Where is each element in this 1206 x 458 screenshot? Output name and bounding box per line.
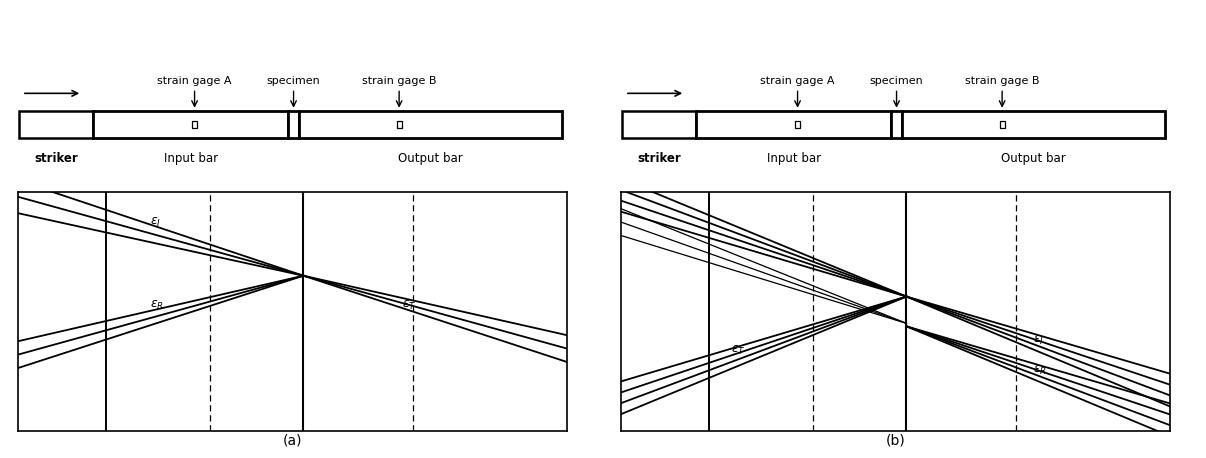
Bar [696,111,891,138]
Bar [19,111,93,138]
Text: Input bar: Input bar [164,152,218,165]
Text: strain gage A: strain gage A [157,76,232,86]
Bar [288,111,299,138]
Text: $\varepsilon_R$: $\varepsilon_R$ [1032,364,1047,377]
Bar [1000,121,1005,128]
Text: $\varepsilon_I$: $\varepsilon_I$ [150,216,160,229]
Bar [795,121,800,128]
Text: Output bar: Output bar [1001,152,1066,165]
Text: specimen: specimen [267,76,321,86]
Text: $\varepsilon_T$: $\varepsilon_T$ [731,344,745,357]
Bar [397,121,402,128]
Text: (a): (a) [282,434,303,448]
Text: (b): (b) [885,434,906,448]
Text: striker: striker [637,152,681,165]
Text: $\varepsilon_T$: $\varepsilon_T$ [403,299,417,312]
Text: striker: striker [34,152,78,165]
Bar [93,111,288,138]
Text: strain gage B: strain gage B [362,76,437,86]
Bar [299,111,562,138]
Bar [902,111,1165,138]
Text: $\varepsilon_I$: $\varepsilon_I$ [1032,334,1043,347]
Text: Output bar: Output bar [398,152,463,165]
Text: strain gage A: strain gage A [760,76,835,86]
Bar [622,111,696,138]
Text: specimen: specimen [870,76,924,86]
Text: Input bar: Input bar [767,152,821,165]
Bar [192,121,197,128]
Bar [891,111,902,138]
Text: $\varepsilon_R$: $\varepsilon_R$ [150,299,164,312]
Text: strain gage B: strain gage B [965,76,1040,86]
